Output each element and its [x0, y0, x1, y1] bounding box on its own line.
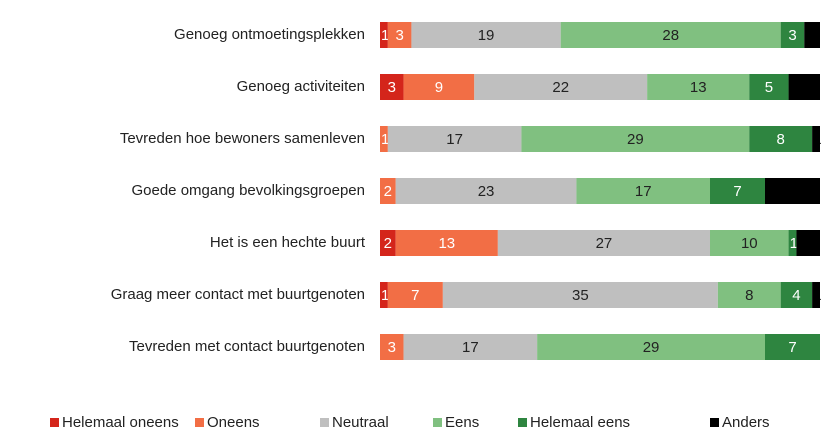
- bar-segment: [710, 178, 765, 204]
- data-label: 7: [411, 287, 419, 304]
- data-label: 3: [804, 235, 812, 252]
- category-label: Tevreden hoe bewoners samenleven: [120, 130, 365, 147]
- bar-segment: [796, 230, 820, 256]
- bar-segment: [788, 230, 797, 256]
- data-label: 4: [800, 79, 808, 96]
- bar-segment: [560, 22, 781, 48]
- legend-label: Neutraal: [332, 414, 389, 431]
- data-label: 8: [777, 131, 785, 148]
- bar-segment: [497, 230, 710, 256]
- data-label: 17: [462, 339, 479, 356]
- bar-segment: [812, 282, 820, 308]
- bar-segment: [380, 74, 404, 100]
- data-label: 13: [690, 79, 707, 96]
- data-label: 1: [381, 131, 389, 148]
- data-label: 29: [643, 339, 660, 356]
- category-label: Genoeg ontmoetingsplekken: [174, 26, 365, 43]
- bar-segment: [387, 126, 522, 152]
- data-label: 17: [635, 183, 652, 200]
- data-label: 9: [435, 79, 443, 96]
- data-label: 23: [478, 183, 495, 200]
- legend-swatch: [320, 418, 329, 427]
- bar-segment: [647, 74, 750, 100]
- data-label: 7: [788, 339, 796, 356]
- data-label: 27: [596, 235, 613, 252]
- data-label: 28: [662, 27, 679, 44]
- data-label: 1: [813, 287, 821, 304]
- data-label: 7: [733, 183, 741, 200]
- bar-segment: [395, 178, 577, 204]
- bar-segment: [749, 126, 813, 152]
- category-label: Graag meer contact met buurtgenoten: [111, 286, 365, 303]
- bar-segment: [474, 74, 648, 100]
- bar-segment: [717, 282, 781, 308]
- bar-segment: [812, 126, 820, 152]
- data-label: 2: [808, 27, 816, 44]
- category-label: Het is een hechte buurt: [210, 234, 366, 251]
- data-label: 4: [792, 287, 800, 304]
- data-label: 1: [790, 235, 798, 252]
- data-label: 3: [388, 79, 396, 96]
- bar-segment: [403, 334, 538, 360]
- bar-segment: [804, 22, 820, 48]
- bar-segment: [387, 282, 443, 308]
- bar-segment: [765, 334, 820, 360]
- bar-segment: [576, 178, 710, 204]
- data-label: 10: [741, 235, 758, 252]
- bar-segment: [442, 282, 718, 308]
- bar-segment: [780, 22, 805, 48]
- bar-segment: [780, 282, 813, 308]
- data-label: 7: [788, 183, 796, 200]
- data-label: 2: [384, 183, 392, 200]
- legend-label: Oneens: [207, 414, 260, 431]
- legend-swatch: [433, 418, 442, 427]
- data-label: 3: [788, 27, 796, 44]
- bar-segment: [765, 178, 820, 204]
- data-label: 1: [381, 27, 389, 44]
- legend-label: Helemaal oneens: [62, 414, 179, 431]
- bar-segment: [710, 230, 789, 256]
- bar-segment: [380, 282, 388, 308]
- data-label: 5: [765, 79, 773, 96]
- legend-swatch: [710, 418, 719, 427]
- data-label: 8: [745, 287, 753, 304]
- data-label: 29: [627, 131, 644, 148]
- data-label: 13: [438, 235, 455, 252]
- category-label: Tevreden met contact buurtgenoten: [129, 338, 365, 355]
- data-label: 1: [381, 287, 389, 304]
- bar-segment: [403, 74, 475, 100]
- legend-label: Anders: [722, 414, 770, 431]
- bar-segment: [380, 230, 396, 256]
- bar-segment: [380, 22, 388, 48]
- category-label: Goede omgang bevolkingsgroepen: [131, 182, 365, 199]
- bar-segment: [521, 126, 750, 152]
- bar-segment: [411, 22, 561, 48]
- legend-swatch: [50, 418, 59, 427]
- category-label: Genoeg activiteiten: [237, 78, 365, 95]
- data-label: 19: [478, 27, 495, 44]
- data-label: 2: [384, 235, 392, 252]
- data-label: 22: [552, 79, 569, 96]
- legend-swatch: [195, 418, 204, 427]
- data-label: 3: [395, 27, 403, 44]
- bar-segment: [380, 126, 388, 152]
- data-label: 3: [388, 339, 396, 356]
- bar-segment: [380, 334, 404, 360]
- bar-segment: [788, 74, 820, 100]
- bar-segment: [537, 334, 765, 360]
- data-label: 1: [813, 131, 821, 148]
- bar-segment: [395, 230, 498, 256]
- data-label: 35: [572, 287, 589, 304]
- data-label: 17: [446, 131, 463, 148]
- bar-segment: [749, 74, 789, 100]
- legend-label: Eens: [445, 414, 479, 431]
- bar-segment: [387, 22, 412, 48]
- legend-swatch: [518, 418, 527, 427]
- legend-label: Helemaal eens: [530, 414, 630, 431]
- bar-segment: [380, 178, 396, 204]
